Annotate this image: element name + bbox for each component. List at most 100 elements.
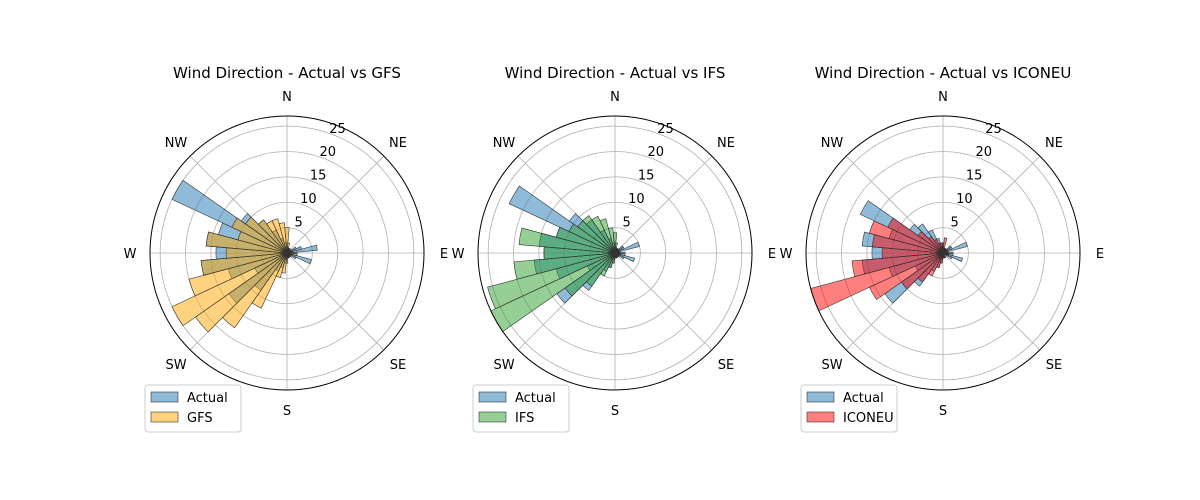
direction-label-w: W [124,247,137,262]
bar-ifs-330 [591,215,616,254]
direction-label-e: E [768,247,776,262]
radial-tick-label: 10 [300,192,317,207]
radial-tick-label: 15 [966,169,983,184]
radial-tick-label: 5 [951,216,959,231]
bar-iconeu-260 [851,252,944,278]
bar-gfs-350 [278,222,288,254]
radial-tick-label: 20 [648,145,665,160]
legend-swatch-actual [478,391,507,403]
radial-tick-label: 25 [657,122,674,137]
legend-label-iconeu: ICONEU [843,411,894,426]
direction-label-s: S [283,404,291,419]
legend-label-ifs: IFS [515,411,534,426]
radial-tick-label: 25 [329,122,346,137]
bar-gfs-120 [286,252,292,257]
polar-frame [477,115,753,391]
direction-label-se: SE [1046,358,1062,373]
legend: Actual IFS [472,384,570,433]
direction-label-n: N [938,90,948,105]
bar-gfs-40 [286,248,292,254]
series-iconeu [810,217,949,312]
direction-label-se: SE [390,358,406,373]
bar-actual-80 [286,244,318,254]
bar-ifs-260 [513,252,616,280]
bar-gfs-0 [284,227,290,254]
direction-label-s: S [611,404,619,419]
radial-tick-label: 5 [623,216,631,231]
bar-actual-70 [942,241,968,254]
series-gfs [171,216,298,333]
direction-label-nw: NW [165,136,188,151]
bar-ifs-0 [612,232,618,254]
polar-frame [149,115,425,391]
radial-tick-label: 10 [628,192,645,207]
direction-label-ne: NE [1045,136,1063,151]
bar-gfs-320 [257,219,288,254]
polar-chart-3: Wind Direction - Actual vs ICONEU N NE E SE S… [780,64,1104,433]
polar-chart-1: Wind Direction - Actual vs GFS N NE E SE S SW W… [124,64,448,433]
bar-ifs-250 [487,252,616,310]
radial-tick-label: 15 [310,169,327,184]
bar-gfs-250 [188,252,288,297]
legend-label-actual: Actual [843,391,884,406]
angular-gridline [942,155,1041,254]
angular-gridline [614,155,713,254]
bar-ifs-60 [614,249,620,254]
legend-label-gfs: GFS [187,411,213,426]
bar-ifs-340 [599,218,616,254]
chart-title: Wind Direction - Actual vs IFS [505,64,726,82]
bar-ifs-40 [614,248,620,254]
direction-label-sw: SW [493,358,514,373]
bar-iconeu-330 [933,238,944,254]
legend-swatch-actual [150,391,179,403]
bar-iconeu-310 [917,231,944,254]
angular-gridline [286,252,385,351]
direction-label-e: E [1096,247,1104,262]
legend-swatch-iconeu [806,411,835,423]
direction-label-nw: NW [493,136,516,151]
bar-iconeu-320 [928,235,944,254]
bar-iconeu-0 [941,242,945,254]
bar-gfs-300 [231,217,288,254]
radial-tick-label: 15 [638,169,655,184]
legend-label-actual: Actual [515,391,556,406]
angular-gridline [614,252,713,351]
direction-label-n: N [610,90,620,105]
direction-label-sw: SW [165,358,186,373]
radial-tick-label: 5 [295,216,303,231]
bar-gfs-60 [286,249,292,254]
bar-gfs-260 [200,252,288,276]
direction-label-n: N [282,90,292,105]
chart-title: Wind Direction - Actual vs GFS [173,64,401,82]
bar-gfs-240 [171,252,288,327]
legend-swatch-ifs [478,411,507,423]
bar-ifs-120 [614,252,620,257]
angular-gridline [286,155,385,254]
bar-iconeu-40 [942,248,948,254]
legend: Actual GFS [144,384,242,433]
bar-gfs-340 [271,218,288,254]
legend: Actual ICONEU [800,384,898,433]
direction-label-ne: NE [717,136,735,151]
radial-tick-label: 20 [976,145,993,160]
polar-frame [805,115,1081,391]
bar-iconeu-120 [942,252,948,257]
polar-chart-2: Wind Direction - Actual vs IFS N NE E SE S SW W… [452,64,776,433]
direction-label-w: W [452,247,465,262]
bar-actual-70 [614,241,640,254]
bar-iconeu-300 [887,217,944,254]
angular-gridline [942,252,1041,351]
series-ifs [487,215,621,332]
legend-swatch-gfs [150,411,179,423]
direction-label-e: E [440,247,448,262]
direction-label-nw: NW [821,136,844,151]
legend-swatch-actual [806,391,835,403]
radial-tick-label: 20 [320,145,337,160]
chart-title: Wind Direction - Actual vs ICONEU [815,64,1072,82]
bar-iconeu-290 [869,220,944,254]
bar-iconeu-60 [942,249,948,254]
legend-label-actual: Actual [187,391,228,406]
bar-ifs-290 [555,226,616,254]
